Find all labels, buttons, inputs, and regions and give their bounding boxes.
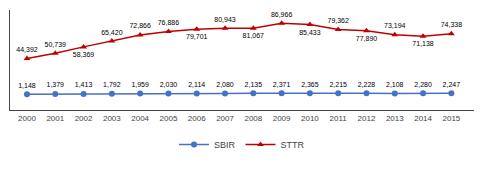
svg-text:2,030: 2,030: [160, 81, 178, 88]
svg-text:2007: 2007: [216, 114, 234, 123]
svg-text:2009: 2009: [273, 114, 291, 123]
svg-text:71,138: 71,138: [412, 40, 434, 47]
svg-text:2000: 2000: [18, 114, 36, 123]
svg-text:2006: 2006: [188, 114, 206, 123]
svg-text:SBIR: SBIR: [214, 140, 236, 150]
svg-text:2010: 2010: [301, 114, 319, 123]
svg-text:2002: 2002: [75, 114, 93, 123]
svg-text:1,959: 1,959: [131, 81, 149, 88]
svg-text:76,886: 76,886: [158, 19, 180, 26]
svg-text:2005: 2005: [160, 114, 178, 123]
svg-text:2,215: 2,215: [329, 81, 347, 88]
svg-text:79,362: 79,362: [327, 17, 349, 24]
svg-text:2014: 2014: [414, 114, 432, 123]
svg-text:2,108: 2,108: [386, 81, 404, 88]
svg-text:86,966: 86,966: [271, 11, 293, 18]
svg-text:2,114: 2,114: [188, 81, 205, 88]
svg-text:81,067: 81,067: [243, 32, 265, 39]
svg-text:1,413: 1,413: [75, 81, 93, 88]
svg-text:2,280: 2,280: [414, 81, 432, 88]
svg-text:2001: 2001: [46, 114, 64, 123]
svg-text:STTR: STTR: [281, 140, 305, 150]
svg-text:79,701: 79,701: [186, 33, 208, 40]
svg-text:2,135: 2,135: [245, 81, 263, 88]
svg-text:85,433: 85,433: [299, 29, 321, 36]
svg-text:2,247: 2,247: [443, 81, 461, 88]
svg-text:2008: 2008: [244, 114, 262, 123]
svg-text:2,365: 2,365: [301, 81, 319, 88]
svg-text:77,890: 77,890: [356, 35, 378, 42]
svg-text:2,371: 2,371: [273, 81, 291, 88]
svg-text:2004: 2004: [131, 114, 149, 123]
svg-text:50,739: 50,739: [45, 41, 67, 48]
svg-text:1,379: 1,379: [47, 81, 65, 88]
svg-text:2012: 2012: [358, 114, 376, 123]
svg-text:72,866: 72,866: [129, 22, 151, 29]
svg-text:2015: 2015: [442, 114, 460, 123]
svg-text:65,420: 65,420: [101, 29, 123, 36]
svg-text:1,792: 1,792: [103, 81, 121, 88]
svg-text:1,148: 1,148: [18, 82, 36, 89]
svg-text:73,194: 73,194: [384, 22, 406, 29]
svg-text:2,228: 2,228: [358, 81, 376, 88]
svg-text:80,943: 80,943: [214, 16, 236, 23]
svg-text:58,369: 58,369: [73, 51, 95, 58]
svg-text:44,392: 44,392: [16, 46, 38, 53]
svg-text:2013: 2013: [386, 114, 404, 123]
svg-text:74,338: 74,338: [441, 21, 463, 28]
svg-text:2003: 2003: [103, 114, 121, 123]
svg-text:2011: 2011: [330, 114, 348, 123]
svg-text:2,080: 2,080: [216, 81, 234, 88]
